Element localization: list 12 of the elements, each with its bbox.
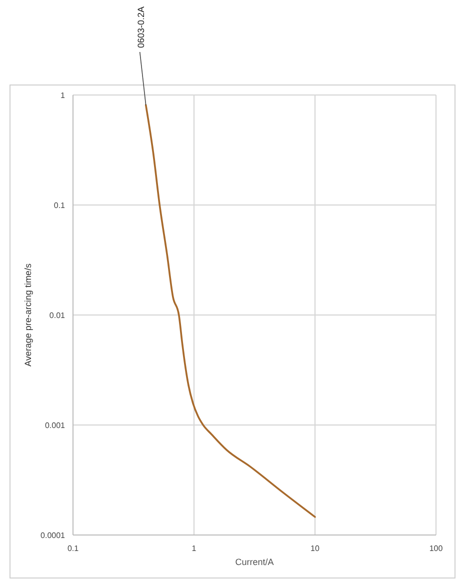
x-tick-label: 10 <box>310 544 320 553</box>
x-tick-label: 100 <box>429 544 444 553</box>
y-tick-label: 0.1 <box>54 201 66 210</box>
y-axis-title: Average pre-arcing time/s <box>23 263 33 366</box>
annotation: 0603-0.2A <box>136 6 146 48</box>
x-axis-title: Current/A <box>235 557 274 567</box>
y-tick-label: 0.0001 <box>40 531 66 540</box>
x-tick-label: 0.1 <box>67 544 80 553</box>
y-tick-label: 0.001 <box>44 421 66 430</box>
y-tick-label: 1 <box>60 91 66 100</box>
y-tick-label: 0.01 <box>49 311 66 320</box>
x-tick-label: 1 <box>192 544 197 553</box>
